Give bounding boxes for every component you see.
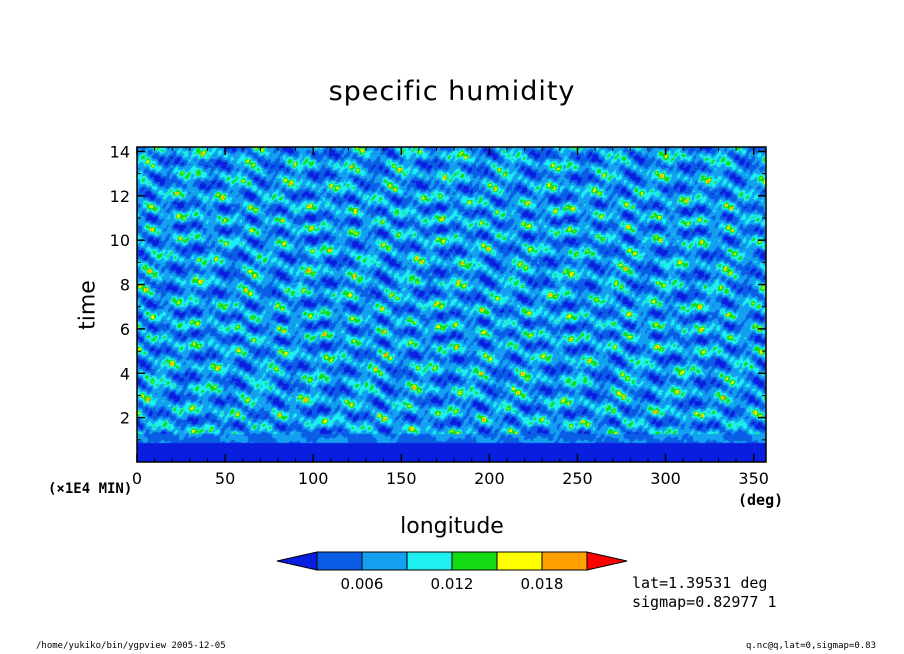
x-tick-label: 300 xyxy=(650,469,681,488)
axes: 0 50 100 150 200 250 300 350 2 4 6 8 10 12 14 xyxy=(110,142,769,488)
colorbar-tick-label: 0.012 xyxy=(431,575,474,593)
colorbar-segment xyxy=(496,551,543,571)
colorbar-segment xyxy=(451,551,498,571)
plot-area xyxy=(137,147,766,462)
colorbar-segment xyxy=(406,551,453,571)
colorbar-tick-label: 0.006 xyxy=(341,575,384,593)
y-tick-label: 2 xyxy=(120,409,130,428)
y-tick-label: 6 xyxy=(120,320,130,339)
footer-dataset: q.nc@q,lat=0,sigmap=0.83 xyxy=(745,641,876,651)
y-axis-unit: (×1E4 MIN) xyxy=(48,481,133,497)
plot-frame xyxy=(136,146,767,463)
colorbar-over xyxy=(586,551,628,571)
x-tick-label: 100 xyxy=(298,469,329,488)
y-tick-label: 10 xyxy=(110,231,130,250)
y-tick-label: 12 xyxy=(110,187,130,206)
sigmap-annotation: sigmap=0.82977 1 xyxy=(632,593,777,611)
footer-path: /home/yukiko/bin/ygpview 2005-12-05 xyxy=(36,641,226,651)
x-tick-label: 150 xyxy=(386,469,417,488)
colorbar-segment xyxy=(541,551,588,571)
colorbar: 0.006 0.012 0.018 xyxy=(276,551,628,593)
colorbar-under xyxy=(276,551,318,571)
heatmap-field xyxy=(137,147,766,462)
x-axis-unit: (deg) xyxy=(738,491,784,509)
chart-title: specific humidity xyxy=(328,76,576,107)
x-tick-label: 0 xyxy=(132,469,142,488)
y-tick-label: 8 xyxy=(120,276,130,295)
x-tick-label: 50 xyxy=(215,469,235,488)
x-tick-label: 250 xyxy=(562,469,593,488)
lat-annotation: lat=1.39531 deg xyxy=(632,574,768,592)
x-tick-label: 350 xyxy=(738,469,769,488)
y-tick-label: 4 xyxy=(120,364,130,383)
colorbar-segment xyxy=(361,551,408,571)
x-axis-label: longitude xyxy=(400,514,504,539)
y-tick-label: 14 xyxy=(110,142,130,161)
colorbar-tick-label: 0.018 xyxy=(521,575,564,593)
colorbar-segment xyxy=(316,551,363,571)
x-tick-label: 200 xyxy=(474,469,505,488)
